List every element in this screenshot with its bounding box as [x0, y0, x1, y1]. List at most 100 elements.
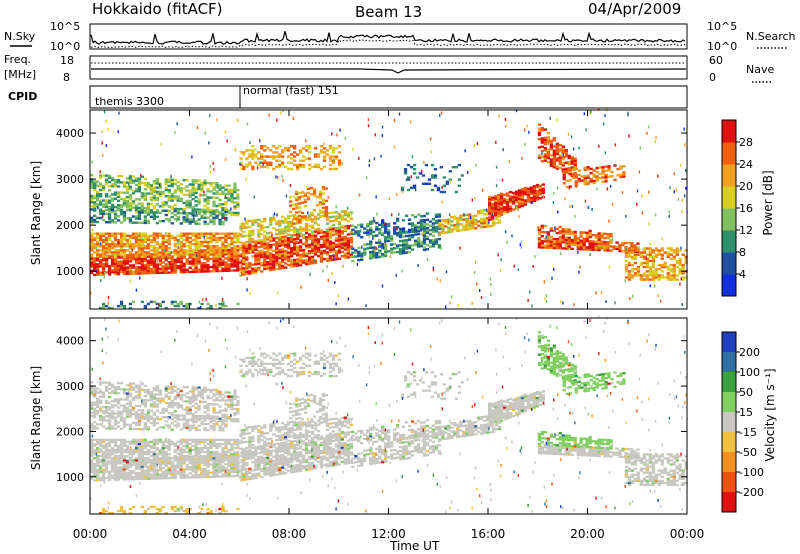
power-cell — [654, 272, 658, 275]
power-cell — [155, 240, 159, 244]
power-cell — [146, 219, 150, 223]
power-cell — [197, 208, 201, 211]
beam-title: Beam 13 — [355, 3, 422, 21]
power-cell — [125, 249, 130, 252]
power-cell — [545, 294, 547, 298]
power-cell — [113, 217, 118, 220]
velocity-cell — [99, 440, 103, 443]
velocity-cell — [93, 453, 97, 456]
power-cell — [595, 179, 599, 182]
power-cell — [113, 268, 118, 272]
power-cell — [104, 265, 109, 268]
power-cell — [131, 221, 136, 224]
power-cell — [249, 292, 251, 295]
power-cell — [669, 270, 673, 273]
power-cell — [312, 188, 317, 191]
power-cell — [349, 239, 353, 242]
velocity-cell — [101, 453, 106, 456]
power-cell — [440, 246, 442, 250]
velocity-cell — [236, 468, 240, 471]
power-cell — [115, 245, 117, 249]
power-cell — [328, 155, 333, 158]
power-cell — [298, 227, 303, 231]
power-cell — [303, 215, 308, 218]
power-cell — [552, 151, 556, 154]
power-cell — [552, 163, 556, 167]
power-cell — [583, 166, 587, 169]
power-cell — [579, 239, 583, 242]
power-cell — [113, 238, 118, 242]
velocity-cell — [161, 450, 165, 454]
power-cell — [597, 236, 601, 239]
power-cell — [152, 238, 156, 242]
power-cell — [93, 201, 97, 204]
power-cell — [236, 251, 240, 254]
power-cell — [90, 257, 94, 260]
power-cell — [107, 214, 112, 218]
power-cell — [122, 251, 127, 254]
power-cell — [96, 240, 100, 244]
power-cell — [167, 262, 169, 266]
power-cell — [143, 240, 147, 244]
power-cell — [224, 184, 228, 187]
power-cell — [185, 260, 189, 263]
velocity-cell — [218, 469, 222, 472]
noise-sky-label: N.Sky — [4, 30, 36, 43]
power-cell — [293, 216, 297, 219]
power-cell — [331, 258, 336, 261]
velocity-cell — [188, 455, 192, 459]
power-cell — [90, 291, 92, 295]
velocity-cell — [185, 474, 189, 477]
velocity-cell — [104, 453, 109, 456]
power-cell — [167, 178, 171, 181]
power-cell — [603, 249, 607, 252]
velocity-cell — [182, 455, 186, 458]
power-cell — [374, 133, 376, 137]
power-cell — [465, 213, 469, 217]
power-cell — [158, 245, 162, 248]
power-cell — [146, 302, 150, 306]
velocity-cell — [182, 444, 186, 448]
power-cell — [304, 145, 309, 148]
power-cell — [287, 245, 291, 248]
power-cell — [318, 203, 323, 206]
power-cell — [340, 238, 344, 241]
power-cell — [185, 268, 189, 272]
power-cell — [101, 269, 106, 272]
power-cell — [149, 215, 153, 218]
velocity-cell — [152, 438, 156, 441]
velocity-cell — [170, 464, 174, 467]
power-cell — [164, 180, 168, 183]
power-cell — [558, 245, 562, 248]
velocity-cell — [146, 461, 150, 464]
velocity-cell — [143, 471, 147, 474]
power-cell — [295, 215, 299, 218]
power-cell — [301, 165, 306, 169]
velocity-cell — [134, 446, 139, 450]
power-cell — [114, 258, 116, 262]
power-cell — [281, 248, 285, 251]
power-cell — [618, 247, 622, 251]
velocity-cell — [134, 459, 139, 462]
power-cell — [641, 211, 644, 215]
power-cell — [471, 223, 475, 226]
power-cell — [645, 265, 649, 269]
power-cell — [541, 189, 545, 193]
power-cell — [595, 175, 599, 178]
velocity-cell — [176, 464, 180, 467]
power-cell — [119, 260, 124, 263]
power-cell — [571, 205, 574, 209]
power-cell — [555, 146, 559, 150]
power-cell — [282, 179, 284, 183]
power-cell — [537, 123, 542, 126]
power-cell — [551, 276, 553, 280]
power-cell — [607, 175, 611, 178]
power-cell — [298, 220, 302, 224]
power-cell — [234, 148, 237, 152]
power-cell — [346, 213, 350, 217]
power-cell — [595, 171, 599, 174]
power-cell — [388, 197, 391, 201]
velocity-cell — [107, 478, 112, 481]
power-cell — [322, 233, 327, 236]
power-cell — [110, 245, 115, 248]
